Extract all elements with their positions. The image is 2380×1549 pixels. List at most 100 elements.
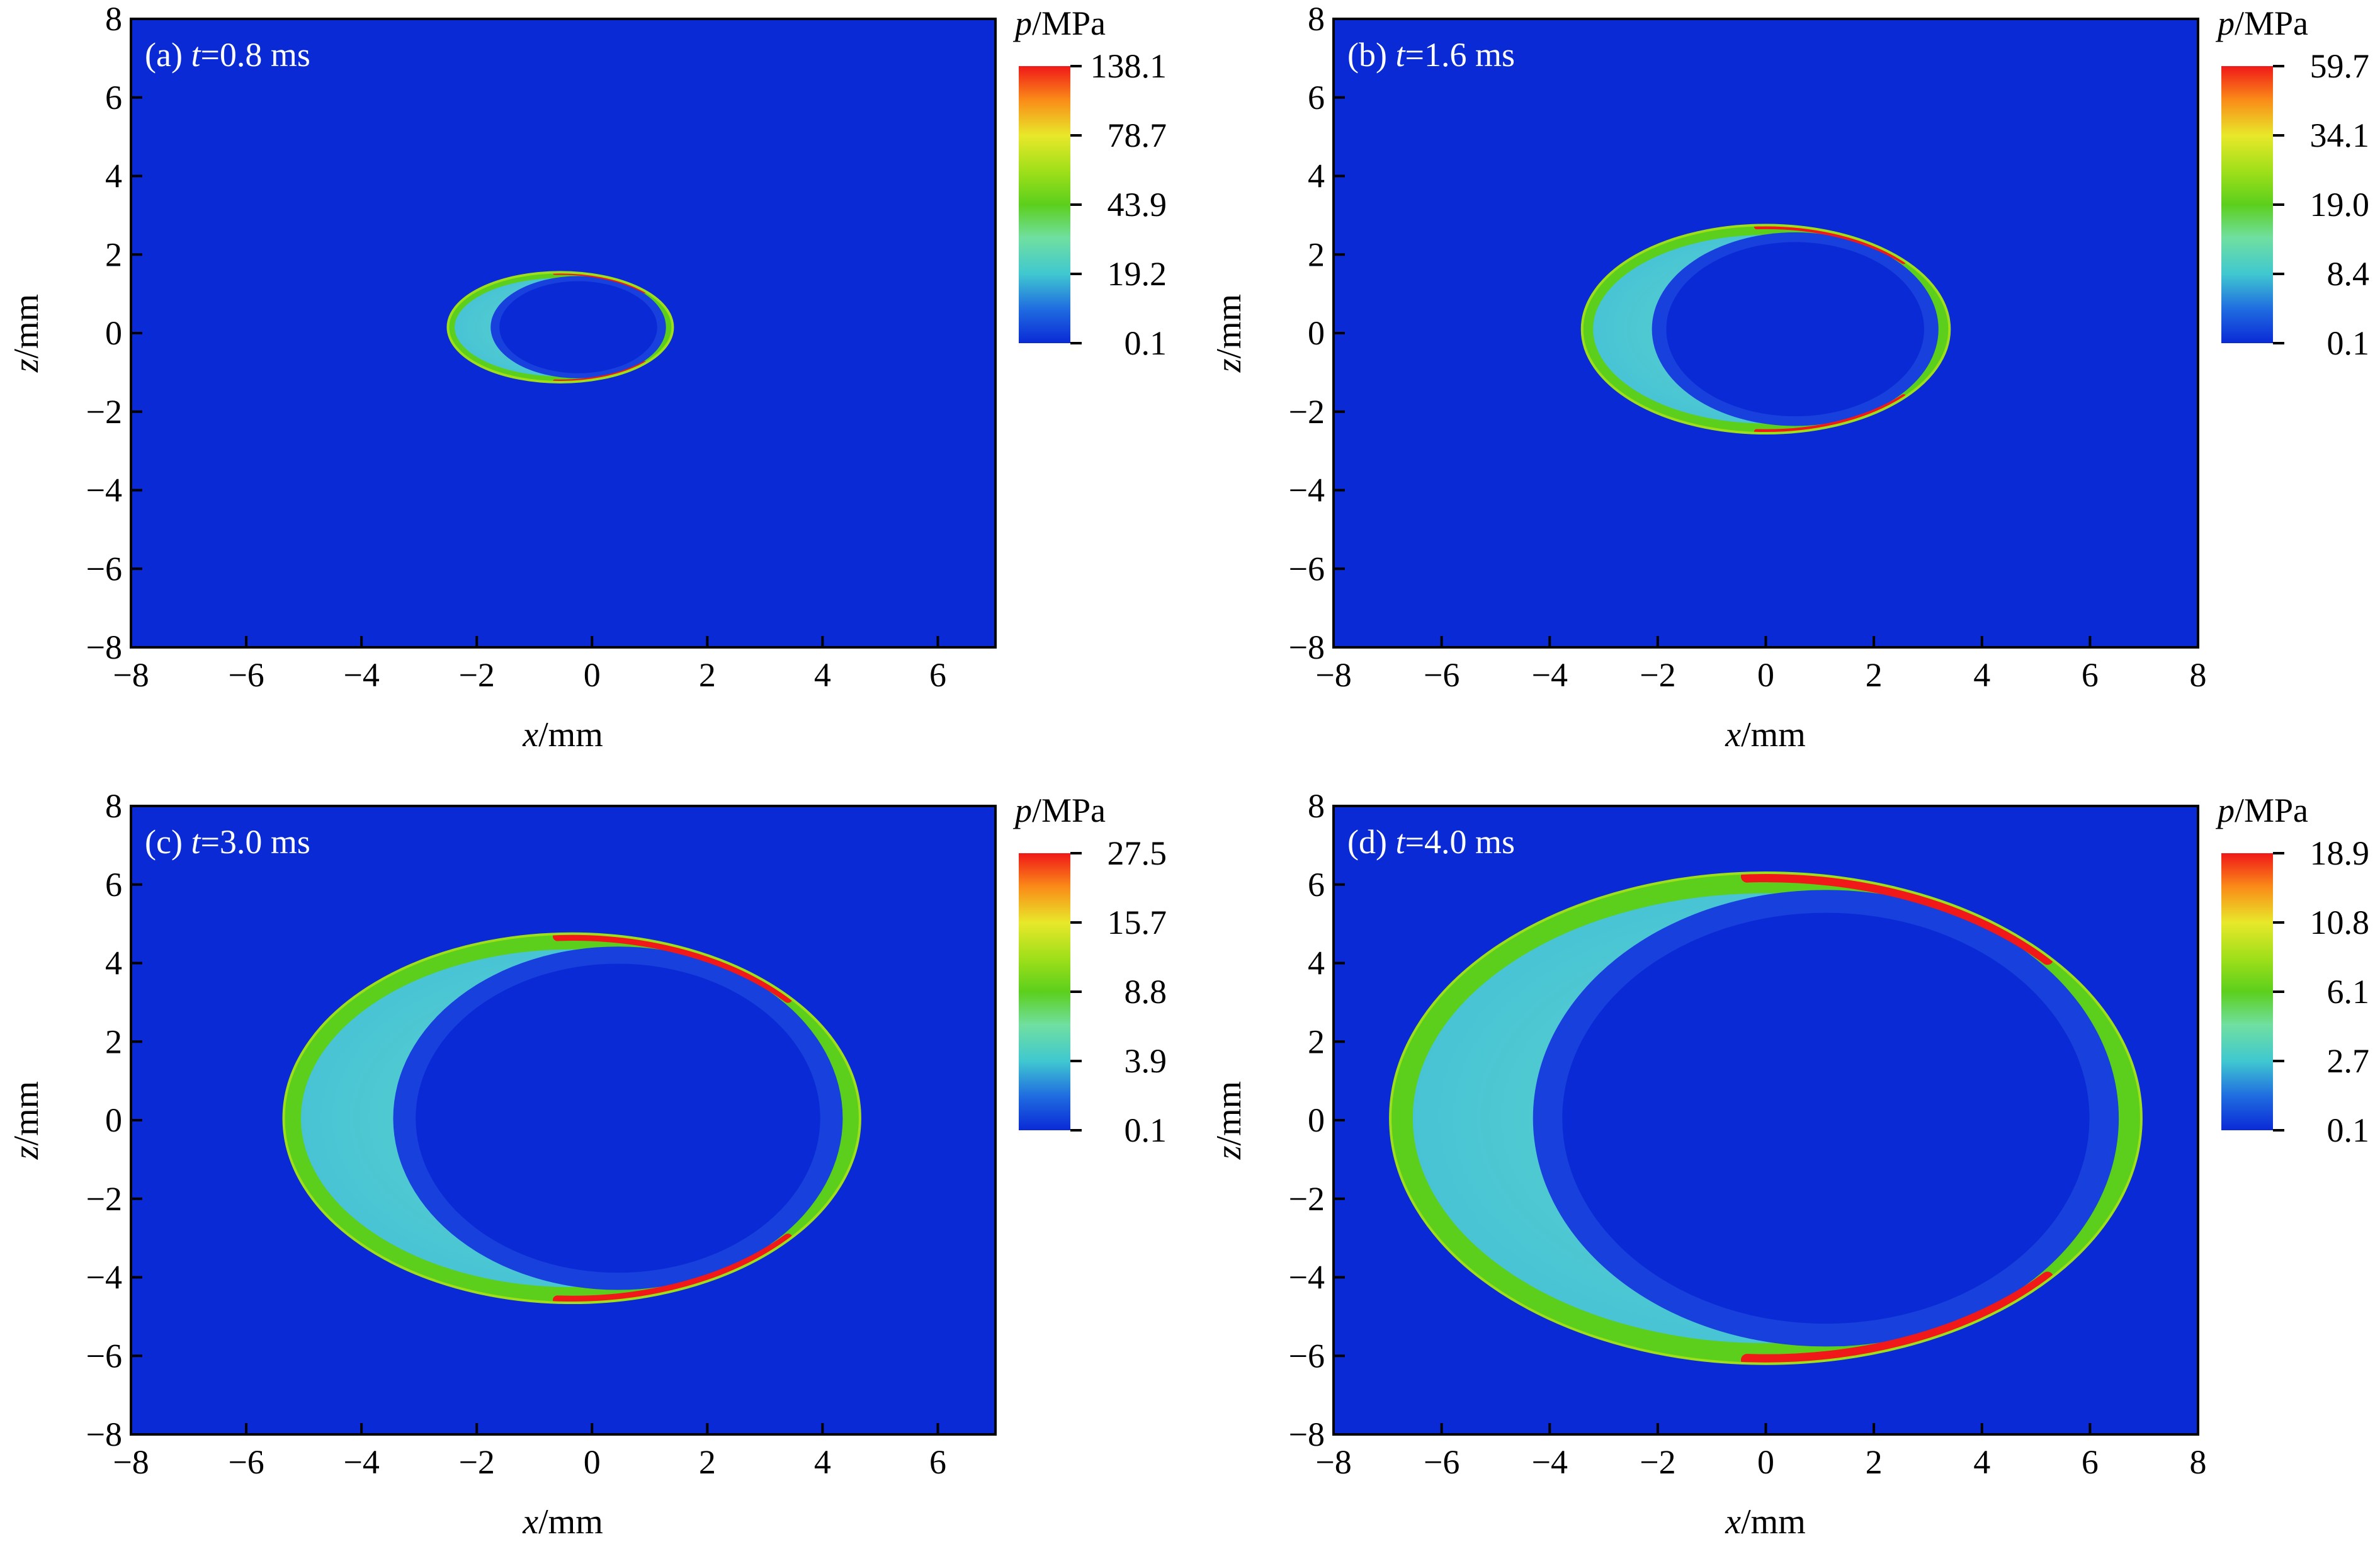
colorbar: p/MPa 59.7 34.1 19.0 8.4 0.1 xyxy=(2215,4,2369,362)
y-tick-label: 8 xyxy=(105,787,122,825)
pressure-field xyxy=(446,271,674,383)
x-tick-label: 0 xyxy=(1757,656,1774,694)
y-tick-label: 2 xyxy=(1308,1023,1325,1060)
y-axis-ticks: −8 −6 −4 −2 0 2 4 6 8 xyxy=(86,0,142,666)
y-tick-label: −6 xyxy=(86,550,122,587)
x-tick-label: −4 xyxy=(1532,656,1568,694)
y-axis-ticks: −8 −6 −4 −2 0 2 4 6 8 xyxy=(1289,787,1345,1453)
colorbar-scale xyxy=(1019,66,1070,343)
y-tick-label: 0 xyxy=(105,1101,122,1139)
panel-label: (a) t=0.8 ms xyxy=(145,36,310,74)
wave-boundary xyxy=(1389,871,2143,1365)
x-tick-label: −2 xyxy=(458,1443,494,1481)
y-tick-label: 2 xyxy=(105,235,122,273)
colorbar-title: p/MPa xyxy=(1012,4,1106,42)
y-tick-label: −6 xyxy=(1289,1337,1325,1375)
x-tick-label: −6 xyxy=(1424,1443,1459,1481)
pressure-field xyxy=(1580,224,1951,435)
x-axis-title: x/mm xyxy=(522,1502,603,1541)
x-tick-label: −6 xyxy=(1424,656,1459,694)
colorbar-tick-label: 6.1 xyxy=(2327,973,2370,1011)
colorbar-tick-label: 59.7 xyxy=(2310,47,2370,85)
colorbar-tick-label: 18.9 xyxy=(2310,834,2370,872)
colorbar-tick-label: 27.5 xyxy=(1108,834,1167,872)
wave-boundary xyxy=(1580,224,1951,435)
y-tick-label: 8 xyxy=(105,0,122,38)
colorbar-scale xyxy=(1019,853,1070,1130)
y-tick-label: −2 xyxy=(86,1180,122,1218)
x-tick-label: 4 xyxy=(814,1443,831,1481)
colorbar-tick-label: 2.7 xyxy=(2327,1042,2370,1080)
y-axis-title: z/mm xyxy=(7,1081,46,1160)
x-tick-label: 6 xyxy=(2082,1443,2099,1481)
x-tick-label: 0 xyxy=(584,656,601,694)
x-tick-label: 6 xyxy=(2082,656,2099,694)
peak-arc-bottom xyxy=(553,1234,793,1303)
x-tick-label: 4 xyxy=(814,656,831,694)
y-tick-label: −4 xyxy=(86,472,122,509)
x-tick-label: 8 xyxy=(2190,1443,2207,1481)
x-tick-label: −2 xyxy=(1640,1443,1675,1481)
y-axis-title: z/mm xyxy=(7,294,46,373)
y-tick-label: −8 xyxy=(86,1416,122,1453)
y-tick-label: −6 xyxy=(1289,550,1325,587)
y-tick-label: 0 xyxy=(1308,1101,1325,1139)
colorbar-tick-label: 138.1 xyxy=(1091,47,1167,85)
x-tick-label: −8 xyxy=(1315,1443,1351,1481)
colorbar-tick-label: 0.1 xyxy=(2327,1111,2370,1149)
x-axis-title: x/mm xyxy=(1725,1502,1806,1541)
pressure-field xyxy=(282,932,861,1305)
colorbar-scale xyxy=(2221,66,2273,343)
x-tick-label: −2 xyxy=(458,656,494,694)
y-tick-label: 6 xyxy=(105,79,122,116)
wave-boundary xyxy=(282,932,861,1305)
y-tick-label: 4 xyxy=(1308,157,1325,195)
cavity-core xyxy=(1666,242,1924,417)
x-axis-ticks: −8 −6 −4 −2 0 2 4 6 8 xyxy=(1315,636,2207,694)
y-tick-label: −8 xyxy=(1289,1416,1325,1453)
x-axis-title: x/mm xyxy=(1725,715,1806,754)
peak-arc-bottom xyxy=(1740,1271,2054,1364)
y-axis-title: z/mm xyxy=(1210,1081,1249,1160)
colorbar-tick-label: 78.7 xyxy=(1108,116,1167,154)
y-tick-label: −4 xyxy=(1289,1259,1325,1297)
y-tick-label: −4 xyxy=(1289,472,1325,509)
x-tick-label: −8 xyxy=(113,1443,149,1481)
y-tick-label: −2 xyxy=(1289,393,1325,431)
colorbar-tick-label: 15.7 xyxy=(1108,904,1167,941)
x-axis-ticks: −8 −6 −4 −2 0 2 4 6 xyxy=(113,636,946,694)
x-tick-label: 2 xyxy=(699,656,716,694)
colorbar-tick-label: 19.2 xyxy=(1108,255,1167,293)
y-tick-label: 0 xyxy=(1308,314,1325,352)
y-axis-title: z/mm xyxy=(1210,294,1249,373)
x-tick-label: 2 xyxy=(1866,1443,1883,1481)
cavity-core xyxy=(499,281,657,373)
y-tick-label: 4 xyxy=(105,945,122,982)
x-tick-label: 4 xyxy=(1973,656,1990,694)
y-tick-label: 8 xyxy=(1308,787,1325,825)
colorbar-tick-label: 19.0 xyxy=(2310,186,2370,224)
y-tick-label: 0 xyxy=(105,314,122,352)
colorbar-title: p/MPa xyxy=(2215,4,2308,42)
colorbar-tick-label: 0.1 xyxy=(1125,324,1167,362)
y-tick-label: −4 xyxy=(86,1259,122,1297)
y-tick-label: −2 xyxy=(1289,1180,1325,1218)
x-tick-label: −4 xyxy=(1532,1443,1568,1481)
y-tick-label: −8 xyxy=(86,628,122,666)
colorbar: p/MPa 138.1 78.7 43.9 19.2 0.1 xyxy=(1012,4,1167,362)
y-tick-label: 2 xyxy=(1308,235,1325,273)
colorbar-title: p/MPa xyxy=(2215,792,2308,829)
peak-arc-top xyxy=(1740,873,2054,965)
cavity-core xyxy=(416,963,820,1273)
y-tick-label: 6 xyxy=(1308,79,1325,116)
y-tick-label: 2 xyxy=(105,1023,122,1060)
y-tick-label: 6 xyxy=(105,866,122,904)
colorbar: p/MPa 18.9 10.8 6.1 2.7 0.1 xyxy=(2215,792,2369,1149)
colorbar-tick-label: 43.9 xyxy=(1108,186,1167,224)
x-tick-label: −4 xyxy=(343,656,379,694)
panel-label: (b) t=1.6 ms xyxy=(1347,36,1515,74)
x-tick-label: −6 xyxy=(228,656,264,694)
x-tick-label: −2 xyxy=(1640,656,1675,694)
x-tick-label: 2 xyxy=(1866,656,1883,694)
